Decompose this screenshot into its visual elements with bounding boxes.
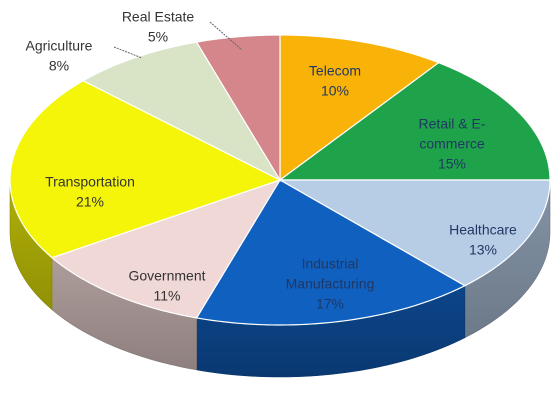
slice-label-4-line-1: 11% (154, 288, 181, 304)
slice-label-3-line-2: 17% (316, 296, 344, 312)
leader-line-7 (209, 21, 243, 51)
slice-side-shade-3 (196, 285, 465, 377)
slice-4 (50, 178, 282, 319)
leader-line-6 (113, 46, 143, 59)
slice-label-2-line-0: Healthcare (449, 222, 517, 238)
leader-lines (113, 21, 243, 59)
slice-side-shade-4 (52, 257, 197, 370)
pie-tops (9, 34, 551, 326)
slice-label-7-line-1: 5% (148, 29, 168, 45)
slice-label-6-line-0: Agriculture (26, 38, 93, 54)
slice-label-3-line-0: Industrial (302, 256, 359, 272)
slice-label-1-line-1: commerce (419, 136, 485, 152)
slice-side-shade-5 (10, 180, 53, 310)
slice-3 (195, 179, 467, 326)
slice-0 (279, 34, 440, 182)
slice-label-5-line-1: 21% (76, 194, 104, 210)
slice-6 (81, 41, 282, 182)
slice-label-0-line-1: 10% (321, 83, 349, 99)
slice-label-0-line-0: Telecom (309, 63, 361, 79)
slice-7 (195, 34, 281, 183)
slice-1 (278, 62, 551, 181)
slice-label-7-line-0: Real Estate (122, 9, 195, 25)
slice-label-1-line-2: 15% (438, 156, 466, 172)
slice-label-4-line-0: Government (128, 268, 205, 284)
slice-2 (277, 179, 551, 287)
slice-label-6-line-1: 8% (49, 58, 69, 74)
slice-5 (9, 80, 282, 259)
slice-labels: Telecom 10% Retail & E-commerce 15% Healthca… (26, 9, 518, 312)
slice-label-1-line-0: Retail & E- (419, 116, 486, 132)
slice-label-5-line-0: Transportation (45, 174, 135, 190)
pie-sides (9, 179, 551, 378)
slice-label-3-line-1: Manufacturing (286, 276, 375, 292)
slice-label-2-line-1: 13% (469, 242, 497, 258)
